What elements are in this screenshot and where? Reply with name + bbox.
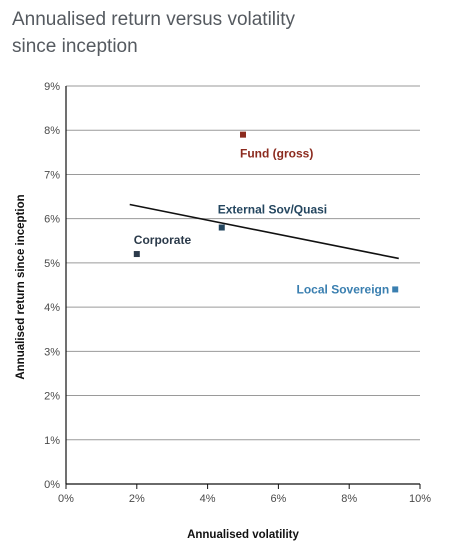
chart-title-line-1: Annualised return versus volatility — [12, 9, 296, 30]
x-tick-label: 2% — [129, 493, 145, 505]
x-tick-label: 4% — [200, 493, 216, 505]
chart-title-line-2: since inception — [12, 36, 138, 57]
point-marker-external-sov-quasi — [218, 224, 225, 231]
y-tick-label: 2% — [44, 391, 60, 403]
point-label-fund-gross: Fund (gross) — [240, 147, 313, 161]
x-tick-label: 10% — [409, 493, 431, 505]
trendline — [129, 203, 399, 260]
point-label-local-sovereign: Local Sovereign — [297, 282, 390, 296]
y-tick-label: 0% — [44, 479, 60, 491]
point-marker-local-sovereign — [392, 286, 399, 293]
y-tick-label: 9% — [44, 81, 60, 93]
y-tick-label: 6% — [44, 214, 60, 226]
point-label-external-sov-quasi: External Sov/Quasi — [218, 203, 327, 217]
axes: 0% 1% 2% 3% 4% 5% 6% 7% 8% 9% 0% 2% 4% 6% 8% 10% — [44, 81, 431, 505]
gridlines — [66, 85, 420, 441]
x-tick-label: 0% — [58, 493, 74, 505]
chart-title: Annualised return versus volatility sinc… — [12, 6, 432, 60]
x-tick-label: 8% — [341, 493, 357, 505]
y-tick-label: 3% — [44, 346, 60, 358]
data-points: Fund (gross) External Sov/Quasi Corporate L… — [133, 131, 399, 296]
y-tick-label: 5% — [44, 258, 60, 270]
y-tick-label: 1% — [44, 435, 60, 447]
point-label-corporate: Corporate — [134, 233, 192, 247]
point-marker-fund-gross — [240, 131, 246, 138]
trendline-group — [129, 203, 399, 260]
x-axis-label: Annualised volatility — [187, 529, 299, 541]
y-tick-label: 4% — [44, 302, 60, 314]
y-tick-label: 7% — [44, 169, 60, 181]
y-axis-label: Annualised return since inception — [15, 194, 27, 379]
y-tick-label: 8% — [44, 125, 60, 137]
point-marker-corporate — [133, 251, 140, 258]
x-tick-label: 6% — [270, 493, 286, 505]
